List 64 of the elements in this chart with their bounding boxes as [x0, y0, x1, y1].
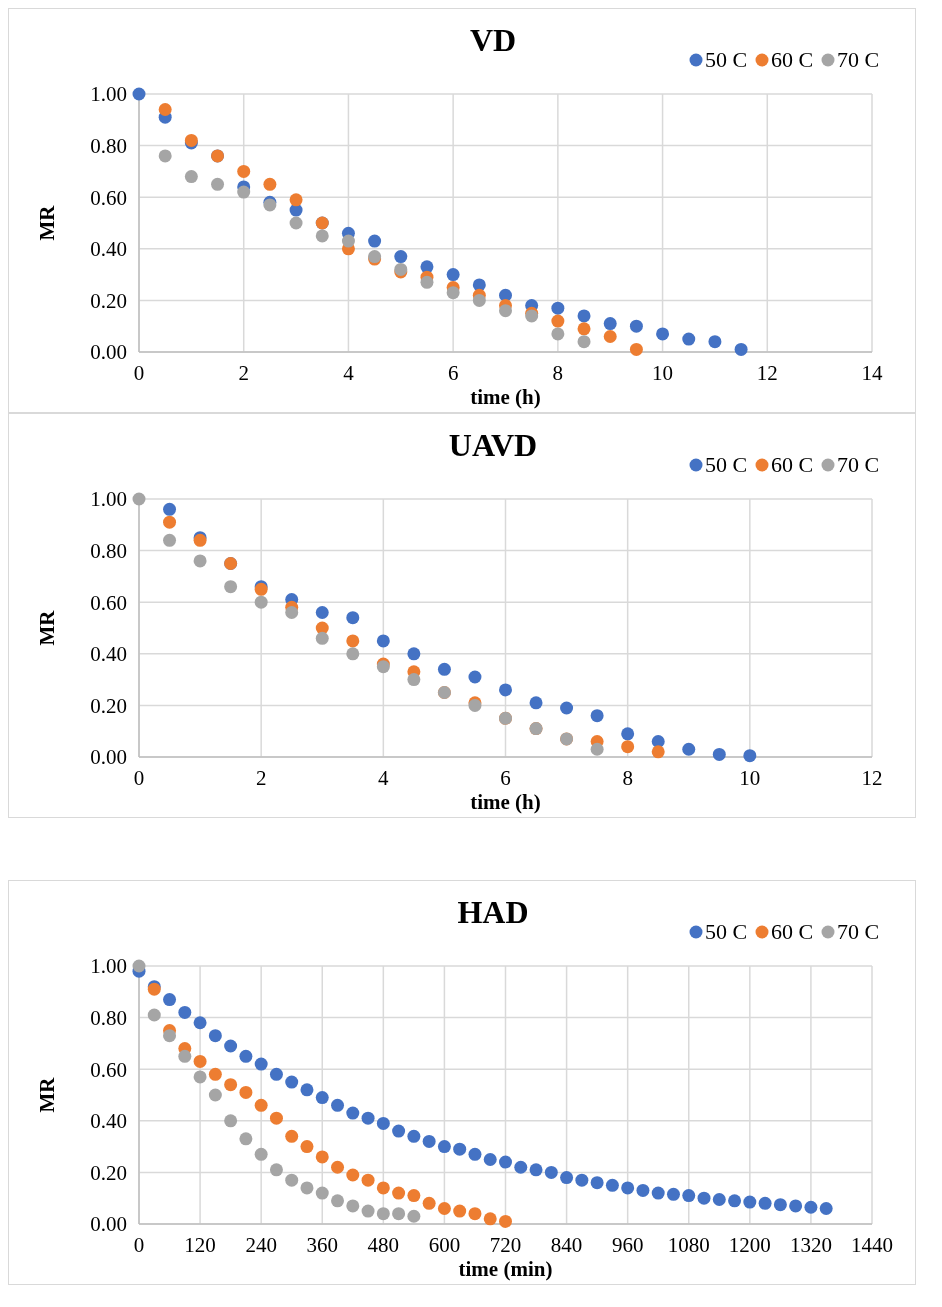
chart-title: HAD: [457, 894, 529, 930]
x-tick-label: 360: [306, 1233, 338, 1257]
x-tick-label: 12: [861, 766, 883, 790]
y-tick-label: 0.60: [90, 185, 127, 210]
x-tick-label: 8: [622, 766, 633, 790]
x-tick-label: 600: [428, 1233, 461, 1257]
y-tick-label: 0.80: [90, 1005, 127, 1030]
x-axis-title: time (min): [458, 1257, 553, 1281]
x-tick-label: 0: [133, 1233, 145, 1257]
x-tick-label: 6: [500, 766, 511, 790]
x-tick-label: 8: [552, 361, 564, 385]
y-tick-label: 0.00: [90, 745, 127, 770]
y-tick-label: 0.20: [90, 693, 127, 718]
x-tick-label: 0: [133, 361, 145, 385]
x-tick-label: 4: [378, 766, 390, 790]
x-axis-title: time (h): [470, 790, 541, 814]
x-tick-label: 240: [245, 1233, 277, 1257]
x-tick-label: 960: [611, 1233, 644, 1257]
legend-label: 70 C: [837, 452, 880, 477]
legend-label: 60 C: [771, 919, 814, 944]
y-tick-label: 0.40: [90, 1109, 127, 1134]
y-tick-label: 1.00: [90, 487, 127, 512]
chart-title: VD: [469, 22, 517, 58]
legend-label: 50 C: [705, 919, 748, 944]
x-tick-label: 1080: [667, 1233, 710, 1257]
y-tick-label: 0.20: [90, 1160, 127, 1185]
chart-title: UAVD: [448, 427, 538, 463]
x-axis-title: time (h): [470, 385, 541, 409]
x-tick-label: 4: [343, 361, 355, 385]
y-tick-label: 0.00: [90, 340, 127, 365]
y-tick-label: 0.60: [90, 1057, 127, 1082]
x-tick-label: 1200: [728, 1233, 771, 1257]
x-tick-label: 840: [550, 1233, 583, 1257]
legend-label: 70 C: [837, 47, 880, 72]
y-tick-label: 0.00: [90, 1212, 127, 1237]
legend-label: 70 C: [837, 919, 880, 944]
x-tick-label: 480: [367, 1233, 400, 1257]
legend-label: 50 C: [705, 47, 748, 72]
y-tick-label: 0.20: [90, 288, 127, 313]
x-tick-label: 1320: [789, 1233, 832, 1257]
y-axis-title: MR: [35, 204, 59, 241]
x-tick-label: 2: [255, 766, 267, 790]
x-tick-label: 2: [238, 361, 249, 385]
x-tick-label: 10: [652, 361, 674, 385]
y-axis-title: MR: [35, 1076, 59, 1113]
x-tick-label: 0: [133, 766, 145, 790]
y-tick-label: 0.40: [90, 642, 127, 667]
y-axis-title: MR: [35, 609, 59, 646]
x-tick-label: 6: [447, 361, 459, 385]
legend-label: 60 C: [771, 452, 814, 477]
legend-label: 50 C: [705, 452, 748, 477]
y-tick-label: 0.60: [90, 590, 127, 615]
x-tick-label: 720: [489, 1233, 522, 1257]
x-tick-label: 1440: [851, 1233, 893, 1257]
y-tick-label: 1.00: [90, 82, 127, 107]
y-tick-label: 0.40: [90, 237, 127, 262]
y-tick-label: 0.80: [90, 538, 127, 563]
x-tick-label: 120: [184, 1233, 216, 1257]
x-tick-label: 14: [861, 361, 883, 385]
y-tick-label: 0.80: [90, 133, 127, 158]
x-tick-label: 10: [739, 766, 761, 790]
x-tick-label: 12: [756, 361, 778, 385]
y-tick-label: 1.00: [90, 954, 127, 979]
legend-label: 60 C: [771, 47, 814, 72]
